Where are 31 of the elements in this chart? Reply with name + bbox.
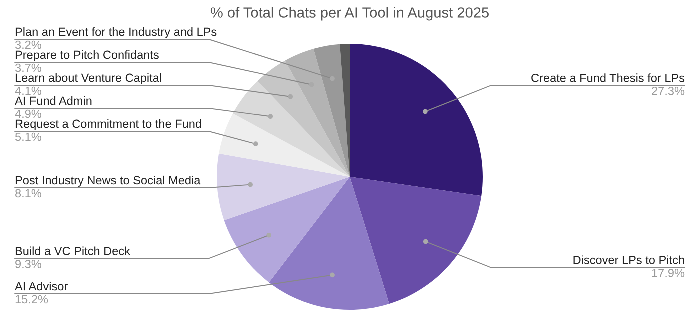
- pie-slice: [269, 177, 390, 310]
- pie-slice: [285, 49, 350, 177]
- data-label: 27.3%: [652, 86, 685, 96]
- slice-label: AI Advisor: [15, 282, 68, 291]
- pie-slice: [224, 177, 350, 283]
- data-label: 8.1%: [16, 189, 42, 198]
- slice-label: Learn about Venture Capital: [16, 74, 162, 85]
- slice-label: Plan an Event for the Industry and LPs: [16, 28, 217, 39]
- slice-label: Prepare to Pitch Confidants: [16, 50, 159, 62]
- data-label: 3.2%: [15, 40, 42, 50]
- pie-slice: [219, 114, 350, 177]
- data-label: 4.9%: [15, 110, 42, 118]
- data-label: 4.1%: [15, 86, 42, 96]
- slice-label: AI Fund Admin: [15, 96, 92, 106]
- pie-slice: [350, 44, 483, 196]
- data-label: 3.7%: [15, 64, 42, 72]
- pie-slice: [314, 44, 350, 177]
- slice-label: Create a Fund Thesis for LPs: [532, 74, 685, 82]
- slice-label: Discover LPs to Pitch: [574, 256, 684, 264]
- pie-slice: [258, 60, 350, 177]
- pie-slice: [350, 177, 482, 304]
- data-label: 9.3%: [16, 260, 42, 268]
- slice-label: Post Industry News to Social Media: [16, 176, 201, 187]
- data-label: 5.1%: [15, 132, 42, 142]
- slice-label: Request a Commitment to the Fund: [16, 120, 202, 131]
- chart-title: % of Total Chats per AI Tool in August 2025: [210, 7, 489, 21]
- pie-slice: [217, 154, 350, 220]
- data-label: 17.9%: [652, 269, 685, 278]
- data-label: 15.2%: [16, 295, 48, 304]
- slice-label: Build a VC Pitch Deck: [16, 246, 130, 256]
- pie-slice: [233, 81, 350, 177]
